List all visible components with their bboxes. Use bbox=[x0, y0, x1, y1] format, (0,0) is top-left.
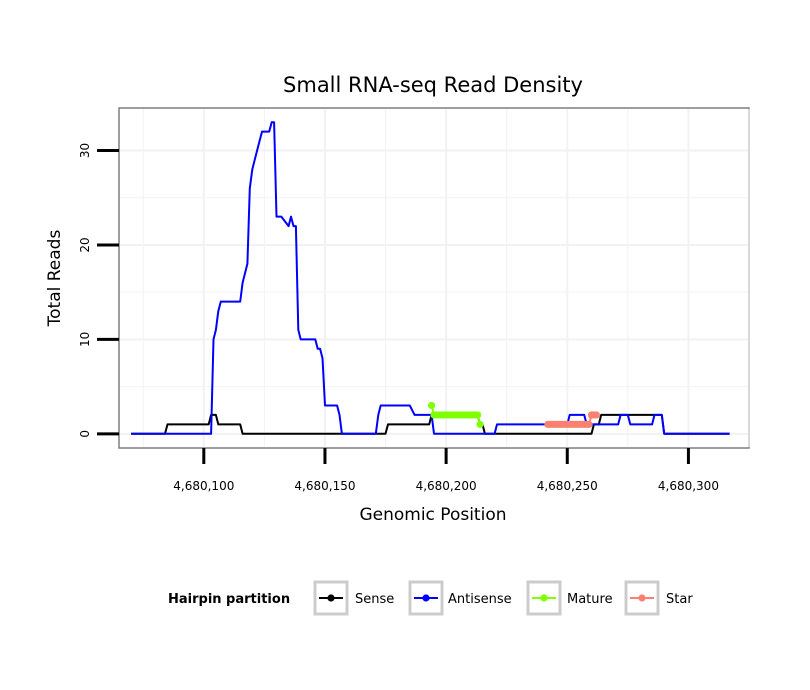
x-tick-label: 4,680,100 bbox=[173, 479, 234, 493]
plot-panel bbox=[118, 107, 750, 449]
data-point-star bbox=[592, 411, 600, 419]
series-star bbox=[544, 411, 600, 428]
data-point-mature bbox=[474, 411, 482, 419]
grid-lines bbox=[120, 109, 750, 447]
legend-key-point bbox=[422, 594, 430, 602]
x-axis-title: Genomic Position bbox=[359, 505, 506, 525]
series-layer bbox=[131, 121, 730, 435]
legend: Hairpin partition Sense Antisense Mature St… bbox=[168, 580, 693, 616]
legend-label: Antisense bbox=[448, 592, 512, 607]
legend-item-mature: Mature bbox=[526, 580, 613, 616]
chart-title: Small RNA-seq Read Density bbox=[283, 73, 583, 97]
y-tick-label: 10 bbox=[78, 332, 92, 347]
legend-item-sense: Sense bbox=[313, 580, 394, 616]
y-tick-label: 30 bbox=[78, 143, 92, 158]
legend-label: Mature bbox=[567, 592, 613, 607]
series-antisense bbox=[131, 121, 730, 435]
data-point-star bbox=[585, 420, 593, 428]
axes: 4,680,100 4,680,150 4,680,200 4,680,250 4,68… bbox=[78, 143, 719, 493]
x-tick-label: 4,680,300 bbox=[658, 479, 719, 493]
legend-item-star: Star bbox=[624, 580, 693, 616]
legend-item-antisense: Antisense bbox=[408, 580, 512, 616]
legend-title: Hairpin partition bbox=[168, 592, 290, 607]
x-tick-label: 4,680,150 bbox=[294, 479, 355, 493]
legend-label: Star bbox=[666, 592, 693, 607]
legend-key-point bbox=[327, 594, 335, 602]
legend-key-point bbox=[540, 594, 548, 602]
x-tick-label: 4,680,200 bbox=[416, 479, 477, 493]
x-tick-label: 4,680,250 bbox=[537, 479, 598, 493]
data-point-mature bbox=[427, 401, 436, 410]
legend-key-point bbox=[638, 594, 646, 602]
y-tick-label: 20 bbox=[78, 237, 92, 252]
legend-label: Sense bbox=[355, 592, 394, 607]
series-mature bbox=[427, 401, 484, 428]
series-line-antisense bbox=[131, 121, 730, 435]
y-axis-title: Total Reads bbox=[45, 230, 65, 328]
data-point-mature bbox=[476, 420, 484, 428]
y-tick-label: 0 bbox=[78, 430, 92, 438]
